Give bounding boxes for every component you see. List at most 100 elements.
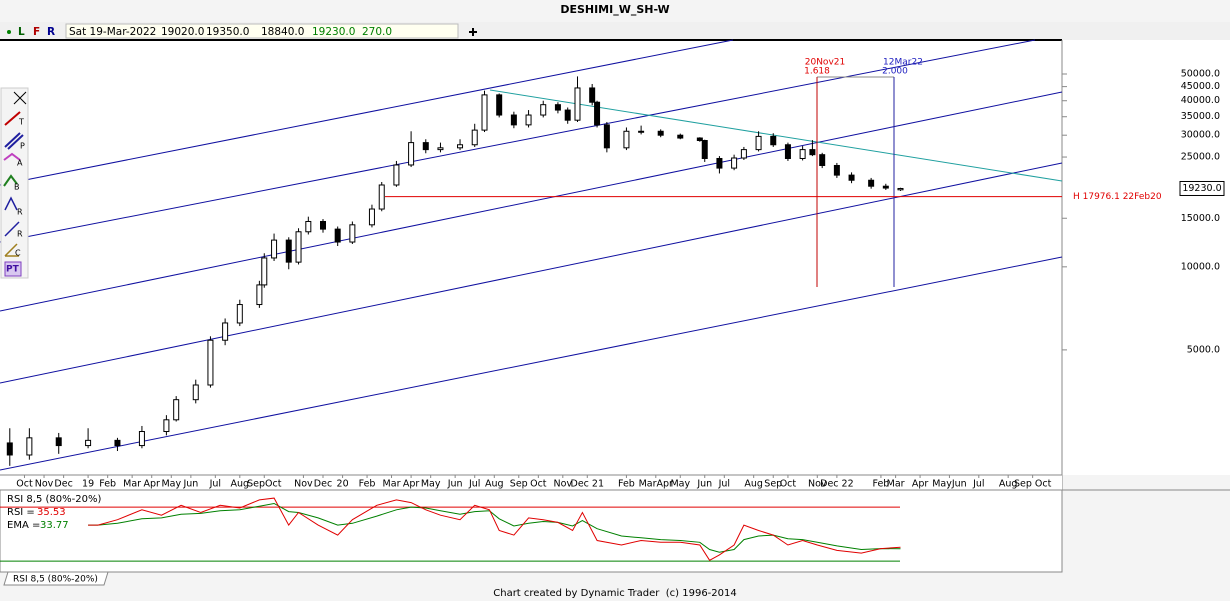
candle-body: [770, 135, 777, 146]
candle-body: [334, 228, 341, 243]
candle-body: [657, 130, 664, 136]
candle-body: [408, 142, 415, 166]
candle-body: [564, 109, 571, 121]
x-tick-label: Jul: [209, 479, 221, 490]
tool-icon[interactable]: [4, 243, 19, 257]
candle-body: [349, 224, 356, 243]
candle-body: [554, 104, 561, 111]
candle-body: [603, 124, 610, 149]
rsi-line: [88, 497, 901, 561]
candle-body: [320, 220, 327, 230]
candle-body: [261, 257, 268, 286]
panel-tab[interactable]: [3, 571, 109, 586]
channel-line[interactable]: [0, 91, 1063, 312]
candle-body: [173, 399, 180, 421]
y-tick-label: 50000.0: [1181, 68, 1220, 79]
tool-label: C: [15, 249, 21, 258]
toolbar-button[interactable]: F: [33, 26, 40, 38]
x-tick-label: Feb: [359, 479, 376, 490]
quote-change: 270.0: [362, 26, 392, 38]
footer: Chart created by Dynamic Trader (c) 1996…: [493, 588, 737, 599]
candle-body: [378, 184, 385, 210]
x-tick-label: Aug: [744, 479, 763, 490]
x-tick-label: Jun: [182, 479, 198, 490]
candle-body: [85, 439, 92, 447]
quote-open: 19020.0: [161, 26, 204, 38]
candle-body: [305, 220, 312, 233]
status-dot: [7, 30, 11, 34]
toolbar-button[interactable]: L: [18, 26, 25, 38]
quote-high: 19350.0: [206, 26, 249, 38]
annotation-ratio: 2.000: [882, 67, 908, 77]
annotation-date: 12Mar22: [883, 58, 923, 68]
x-tick-label: Mar: [887, 479, 905, 490]
tool-palette: T P A B R R C PT: [0, 87, 29, 279]
x-tick-label: Oct: [780, 479, 797, 490]
channel-line[interactable]: [0, 256, 1063, 471]
trend-line[interactable]: [489, 89, 1063, 182]
close-tool[interactable]: [13, 91, 27, 105]
candle-body: [696, 137, 703, 142]
x-tick-label: MayJun: [932, 479, 966, 490]
x-tick-label: Sep Oct: [1014, 479, 1052, 490]
channel-line[interactable]: [0, 39, 734, 186]
quote-box: [65, 23, 459, 39]
candle-body: [701, 140, 708, 159]
x-tick-label: Apr: [143, 479, 160, 490]
panel-tab-label[interactable]: RSI 8,5 (80%-20%): [13, 575, 98, 585]
tool-icon[interactable]: [4, 111, 21, 126]
y-tick-label: 40000.0: [1181, 95, 1220, 106]
candle-body: [784, 144, 791, 159]
x-tick-label: Oct: [16, 479, 33, 490]
x-tick-label: Jun: [447, 479, 463, 490]
candle-body: [731, 157, 738, 169]
tool-icon[interactable]: [4, 221, 20, 237]
candle-body: [481, 94, 488, 131]
candle-body: [138, 431, 145, 447]
quote-close: 19230.0: [312, 26, 355, 38]
x-tick-label: Sep: [764, 479, 782, 490]
candle-body: [422, 142, 429, 151]
x-tick-label: Apr: [403, 479, 420, 490]
tool-icon[interactable]: [4, 196, 18, 211]
candle-body: [496, 94, 503, 116]
tool-label: T: [18, 118, 24, 127]
toolbar-button[interactable]: R: [47, 26, 55, 38]
rsi-title: RSI 8,5 (80%-20%): [7, 494, 101, 505]
x-tick-label: Jul: [972, 479, 984, 490]
candle-body: [809, 149, 816, 156]
tool-icon[interactable]: [3, 152, 21, 161]
tool-icon[interactable]: [4, 132, 24, 150]
tool-label: P: [20, 142, 25, 151]
x-tick-label: Dec: [54, 479, 72, 490]
candle-body: [677, 134, 684, 139]
tool-icon[interactable]: [4, 261, 22, 277]
candle-body: [285, 239, 292, 263]
x-tick-label: May: [421, 479, 441, 490]
tool-icon[interactable]: [3, 174, 18, 187]
candle-body: [540, 104, 547, 116]
candle-body: [207, 339, 214, 386]
add-button[interactable]: [469, 28, 477, 36]
x-tick-label: Nov: [808, 479, 827, 490]
x-tick-label: MarApr: [639, 479, 673, 490]
y-tick-label: 5000.0: [1187, 344, 1220, 355]
tool-label: R: [17, 230, 23, 239]
candle-body: [799, 149, 806, 159]
legend-name: EMA =: [7, 520, 40, 531]
candle-body: [256, 284, 263, 306]
candle-body: [638, 130, 645, 133]
quote-low: 18840.0: [261, 26, 304, 38]
candle-body: [848, 174, 855, 181]
x-tick-label: Feb: [873, 479, 890, 490]
candle-body: [833, 164, 840, 176]
x-tick-label: Feb: [99, 479, 116, 490]
channel-line[interactable]: [0, 39, 1036, 243]
channel-lines: [0, 39, 1063, 471]
candle-body: [236, 304, 243, 324]
channel-line[interactable]: [0, 162, 1063, 384]
legend-value: 33.77: [40, 520, 69, 531]
tool-label: A: [17, 159, 23, 168]
time-axis: [0, 475, 1062, 490]
annotation-ratio: 1.618: [804, 67, 830, 77]
